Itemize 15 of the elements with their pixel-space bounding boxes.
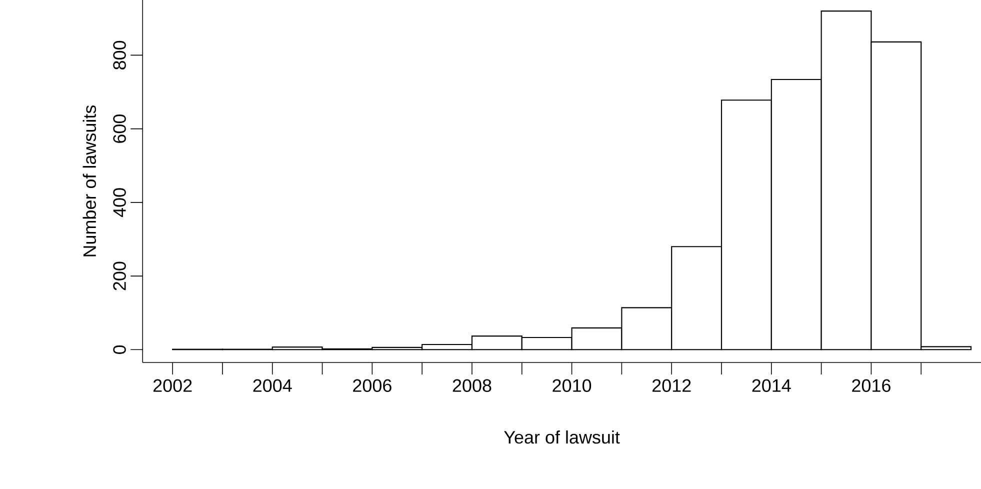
x-tick-label: 2010	[552, 379, 592, 392]
y-tick-label: 400	[113, 188, 126, 217]
x-tick-label: 2008	[452, 379, 492, 392]
x-tick-label: 2006	[353, 379, 392, 392]
y-axis-title: Number of lawsuits	[82, 105, 96, 256]
x-tick-label: 2012	[652, 379, 691, 392]
x-tick-label: 2004	[253, 379, 292, 392]
y-tick-label: 200	[113, 262, 126, 290]
y-tick-label: 0	[113, 345, 126, 354]
x-tick-label: 2014	[752, 379, 791, 392]
x-axis-title: Year of lawsuit	[504, 430, 620, 444]
x-tick-label: 2016	[852, 379, 890, 392]
y-tick-label: 800	[113, 40, 126, 70]
y-tick-label: 600	[113, 114, 126, 143]
x-tick-label: 2002	[153, 379, 192, 392]
